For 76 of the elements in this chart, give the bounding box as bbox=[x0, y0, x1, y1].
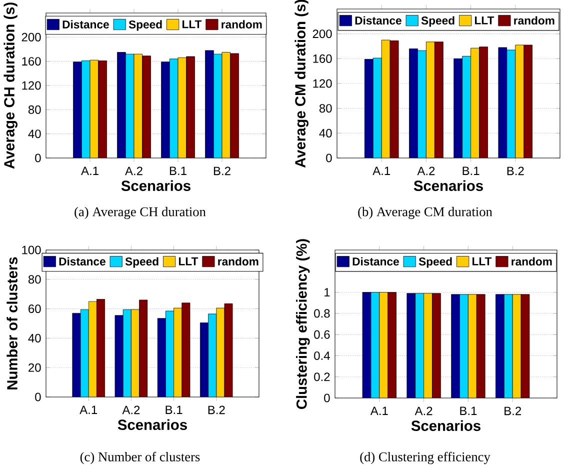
x-tick-label: B.1 bbox=[166, 406, 182, 414]
text: (b) Average CM duration bbox=[358, 206, 492, 220]
y-tick-label: 1 bbox=[324, 288, 330, 296]
y-tick-label: 0.8 bbox=[314, 309, 330, 318]
y-tick-label: 160 bbox=[313, 54, 332, 63]
y-tick-label: 40 bbox=[319, 128, 332, 138]
y-axis-title: Average CH duration (s) bbox=[4, 2, 18, 169]
y-tick-label: 0.2 bbox=[314, 372, 330, 382]
legend-label: random bbox=[512, 257, 552, 266]
y-tick-label: 0 bbox=[35, 154, 41, 162]
y-tick-label: 20 bbox=[28, 363, 41, 372]
x-tick-label: B.1 bbox=[462, 166, 480, 175]
bar bbox=[381, 40, 390, 158]
x-tick-label: A.1 bbox=[372, 166, 390, 175]
legend-label: Speed bbox=[421, 16, 454, 27]
y-tick-label: 200 bbox=[22, 32, 41, 42]
bar bbox=[200, 322, 209, 397]
y-tick-label: 80 bbox=[28, 275, 41, 284]
x-tick-label: A.1 bbox=[81, 166, 98, 175]
x-tick-label: A.2 bbox=[125, 166, 142, 176]
y-axis-title: Average CM duration (s) bbox=[294, 0, 308, 168]
y-tick-label: 0.6 bbox=[314, 330, 330, 339]
x-tick-label: A.2 bbox=[414, 406, 432, 416]
legend-label: Distance bbox=[355, 16, 402, 25]
y-tick-label: 0 bbox=[35, 392, 41, 402]
legend-label: Distance bbox=[59, 257, 106, 266]
x-tick-label: B.2 bbox=[214, 166, 230, 176]
y-tick-label: 60 bbox=[28, 304, 41, 314]
x-tick-label: B.2 bbox=[208, 406, 225, 414]
text: (a) Average CH duration bbox=[74, 206, 206, 220]
x-tick-label: B.2 bbox=[507, 166, 524, 176]
y-tick-label: 0 bbox=[324, 394, 330, 402]
legend-label: LLT bbox=[182, 20, 202, 28]
y-tick-label: 40 bbox=[28, 334, 41, 342]
x-axis-title: Scenarios bbox=[118, 419, 187, 430]
bar bbox=[157, 318, 166, 397]
x-axis-title: Scenarios bbox=[121, 180, 190, 192]
y-tick-label: 160 bbox=[22, 57, 41, 66]
y-tick-label: 40 bbox=[28, 130, 41, 138]
y-tick-label: 80 bbox=[28, 105, 41, 114]
bar bbox=[515, 44, 524, 158]
y-tick-label: 100 bbox=[22, 246, 41, 254]
legend-label: Distance bbox=[62, 20, 109, 28]
bar bbox=[426, 42, 435, 158]
y-tick-label: 120 bbox=[313, 79, 332, 88]
legend-label: LLT bbox=[472, 257, 492, 266]
legend-label: random bbox=[218, 257, 258, 266]
legend-label: Speed bbox=[418, 257, 452, 268]
x-tick-label: A.1 bbox=[80, 406, 98, 414]
legend-label: Speed bbox=[128, 20, 162, 31]
legend-label: Distance bbox=[352, 257, 399, 266]
bar bbox=[470, 48, 480, 158]
x-tick-label: A.2 bbox=[417, 166, 435, 176]
y-tick-label: 0 bbox=[326, 154, 332, 162]
x-axis-title: Scenarios bbox=[414, 180, 483, 192]
legend-label: random bbox=[222, 20, 262, 28]
text: (d) Clustering efficiency bbox=[360, 452, 490, 464]
y-tick-label: 120 bbox=[22, 81, 41, 90]
legend-label: random bbox=[514, 16, 554, 25]
legend-label: LLT bbox=[475, 16, 494, 24]
x-tick-label: B.1 bbox=[170, 166, 186, 175]
y-tick-label: 80 bbox=[319, 104, 332, 113]
y-tick-label: 200 bbox=[312, 30, 332, 38]
text: (c) Number of clusters bbox=[80, 452, 200, 464]
legend-label: Speed bbox=[125, 257, 158, 268]
y-axis-title: Clustering efficiency (%) bbox=[296, 239, 310, 409]
x-tick-label: B.1 bbox=[460, 406, 477, 415]
bar bbox=[72, 312, 81, 397]
x-axis-title: Scenarios bbox=[411, 420, 480, 431]
y-axis-title: Number of clusters bbox=[6, 257, 18, 390]
x-tick-label: A.2 bbox=[122, 406, 140, 414]
bar bbox=[114, 315, 124, 397]
x-tick-label: A.1 bbox=[370, 406, 388, 415]
legend-label: LLT bbox=[179, 257, 198, 266]
y-tick-label: 0.4 bbox=[314, 351, 330, 360]
x-tick-label: B.2 bbox=[504, 406, 521, 416]
